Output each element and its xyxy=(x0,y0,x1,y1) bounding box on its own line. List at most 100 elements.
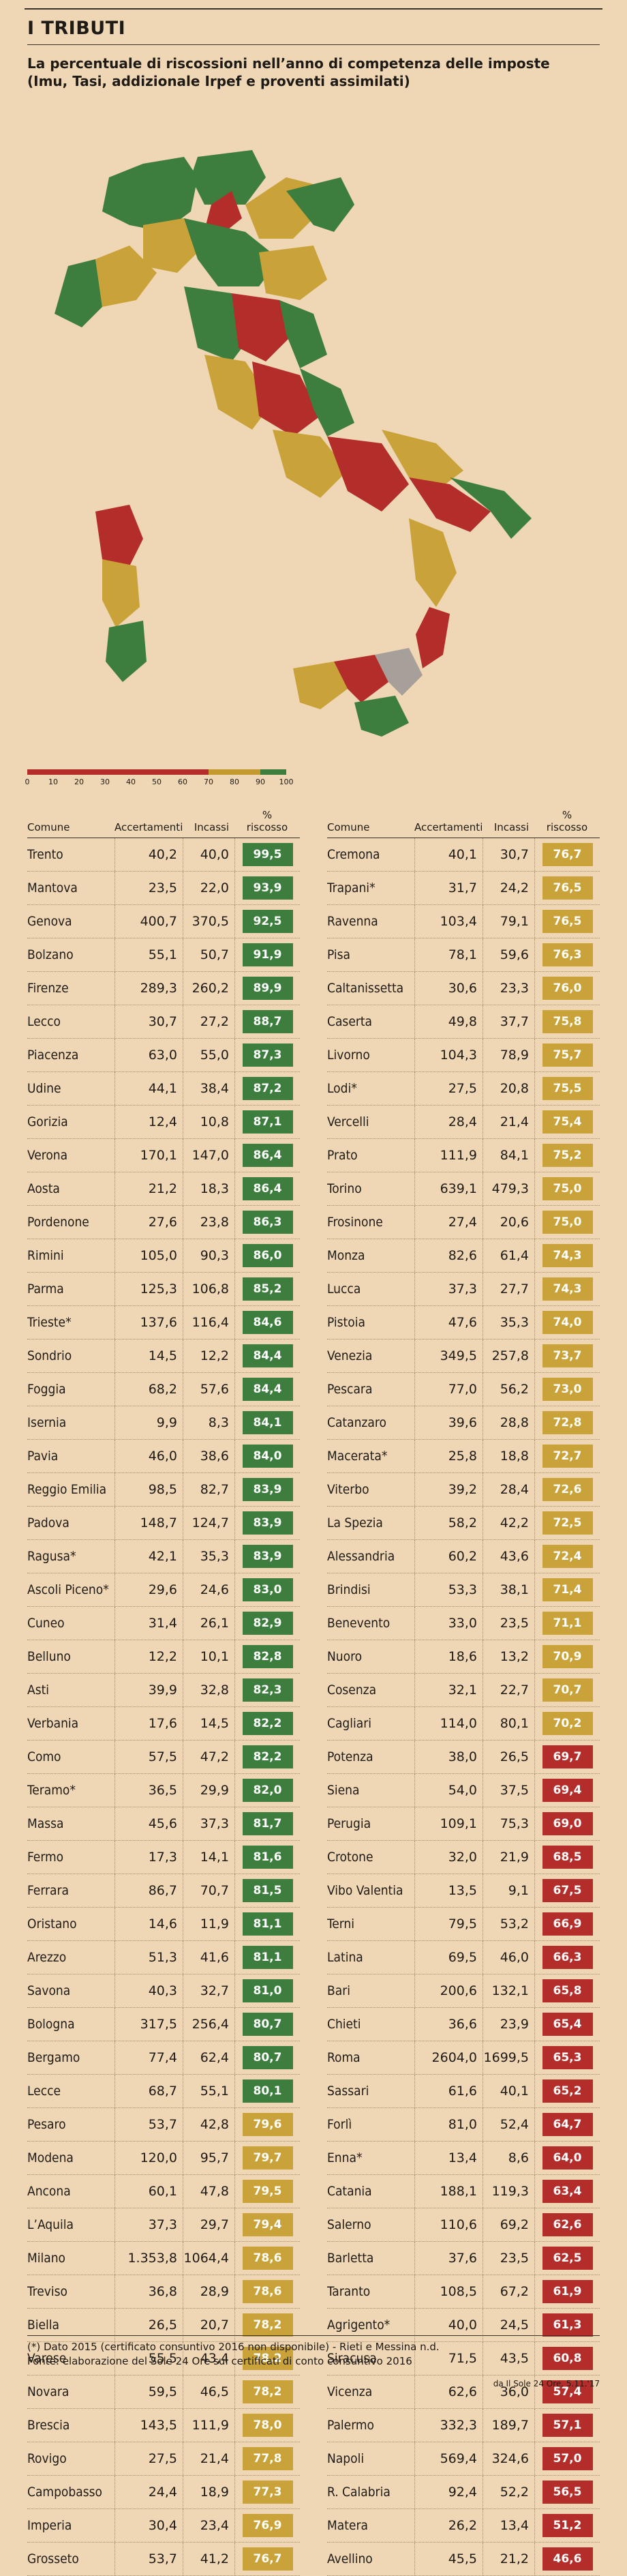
map-region-north xyxy=(184,150,354,300)
table-row: Imperia 30,4 23,4 76,9 xyxy=(27,2509,300,2543)
table-row: Bari 200,6 132,1 65,8 xyxy=(327,1974,600,2008)
riscosso-badge: 68,5 xyxy=(542,1846,593,1869)
cell-incassi: 52,2 xyxy=(483,2476,534,2508)
cell-comune: Rimini xyxy=(27,1248,64,1263)
riscosso-badge: 56,5 xyxy=(542,2481,593,2504)
cell-incassi: 27,2 xyxy=(183,1005,234,1038)
cell-incassi: 47,8 xyxy=(183,2175,234,2208)
table-row: Nuoro 18,6 13,2 70,9 xyxy=(327,1640,600,1674)
riscosso-badge: 66,9 xyxy=(542,1912,593,1936)
cell-riscosso: 86,4 xyxy=(234,1172,300,1205)
cell-comune: Nuoro xyxy=(327,1649,363,1664)
cell-accertamenti: 13,5 xyxy=(414,1874,483,1907)
cell-comune: Enna* xyxy=(327,2150,363,2165)
cell-riscosso: 71,4 xyxy=(534,1573,600,1606)
cell-riscosso: 76,5 xyxy=(534,872,600,904)
cell-riscosso: 64,0 xyxy=(534,2142,600,2174)
cell-comune: Cremona xyxy=(327,847,380,862)
cell-comune: Savona xyxy=(27,1983,71,1998)
riscosso-badge: 74,3 xyxy=(542,1277,593,1301)
table-row: Potenza 38,0 26,5 69,7 xyxy=(327,1741,600,1774)
cell-incassi: 61,4 xyxy=(483,1239,534,1272)
legend-tick: 90 xyxy=(256,778,265,786)
riscosso-badge: 62,5 xyxy=(542,2247,593,2270)
cell-riscosso: 77,8 xyxy=(234,2442,300,2475)
cell-riscosso: 46,6 xyxy=(534,2543,600,2575)
cell-incassi: 11,9 xyxy=(183,1908,234,1940)
cell-riscosso: 76,3 xyxy=(534,938,600,971)
header-accertamenti: Accertamenti xyxy=(414,821,483,833)
cell-accertamenti: 45,6 xyxy=(114,1807,183,1840)
cell-comune: Novara xyxy=(27,2384,70,2399)
cell-incassi: 70,7 xyxy=(183,1874,234,1907)
cell-riscosso: 65,8 xyxy=(534,1974,600,2007)
cell-accertamenti: 59,5 xyxy=(114,2375,183,2408)
cell-incassi: 75,3 xyxy=(483,1807,534,1840)
cell-incassi: 35,3 xyxy=(183,1540,234,1573)
cell-riscosso: 81,7 xyxy=(234,1807,300,1840)
table-row: Ragusa* 42,1 35,3 83,9 xyxy=(27,1540,300,1573)
cell-riscosso: 99,5 xyxy=(234,838,300,871)
cell-incassi: 67,2 xyxy=(483,2275,534,2308)
cell-accertamenti: 114,0 xyxy=(414,1707,483,1740)
cell-riscosso: 70,7 xyxy=(534,1674,600,1706)
cell-riscosso: 64,7 xyxy=(534,2108,600,2141)
cell-accertamenti: 30,4 xyxy=(114,2509,183,2542)
table-row: Cuneo 31,4 26,1 82,9 xyxy=(27,1607,300,1640)
cell-incassi: 43,5 xyxy=(483,2342,534,2375)
cell-comune: Bergamo xyxy=(27,2050,80,2065)
cell-incassi: 20,7 xyxy=(183,2309,234,2341)
cell-incassi: 46,0 xyxy=(483,1941,534,1974)
cell-comune: Massa xyxy=(27,1816,64,1831)
riscosso-badge: 84,0 xyxy=(242,1445,293,1468)
riscosso-badge: 71,1 xyxy=(542,1612,593,1635)
table-row: Sondrio 14,5 12,2 84,4 xyxy=(27,1339,300,1373)
cell-riscosso: 87,3 xyxy=(234,1039,300,1071)
table-row: Siena 54,0 37,5 69,4 xyxy=(327,1774,600,1807)
riscosso-badge: 78,6 xyxy=(242,2247,293,2270)
cell-riscosso: 83,9 xyxy=(234,1473,300,1506)
cell-incassi: 42,8 xyxy=(183,2108,234,2141)
cell-accertamenti: 148,7 xyxy=(114,1507,183,1539)
cell-riscosso: 72,6 xyxy=(534,1473,600,1506)
riscosso-badge: 72,6 xyxy=(542,1478,593,1501)
cell-accertamenti: 2604,0 xyxy=(414,2041,483,2074)
cell-incassi: 18,9 xyxy=(183,2476,234,2508)
riscosso-badge: 78,6 xyxy=(242,2280,293,2303)
header-riscosso: % riscosso xyxy=(234,809,300,833)
cell-comune: Alessandria xyxy=(327,1549,395,1564)
cell-accertamenti: 42,1 xyxy=(114,1540,183,1573)
cell-comune: Matera xyxy=(327,2518,368,2533)
table-row: Pisa 78,1 59,6 76,3 xyxy=(327,938,600,972)
cell-incassi: 257,8 xyxy=(483,1339,534,1372)
cell-incassi: 90,3 xyxy=(183,1239,234,1272)
riscosso-badge: 82,9 xyxy=(242,1612,293,1635)
table-row: Bergamo 77,4 62,4 80,7 xyxy=(27,2041,300,2075)
cell-accertamenti: 14,5 xyxy=(114,1339,183,1372)
cell-accertamenti: 36,6 xyxy=(414,2008,483,2041)
riscosso-badge: 72,7 xyxy=(542,1445,593,1468)
cell-riscosso: 61,9 xyxy=(534,2275,600,2308)
legend-tick: 70 xyxy=(204,778,213,786)
header-riscosso-symbol: % xyxy=(562,809,572,821)
cell-riscosso: 87,1 xyxy=(234,1106,300,1138)
legend-tick: 10 xyxy=(48,778,58,786)
cell-accertamenti: 317,5 xyxy=(114,2008,183,2041)
cell-incassi: 78,9 xyxy=(483,1039,534,1071)
table-row: Alessandria 60,2 43,6 72,4 xyxy=(327,1540,600,1573)
cell-incassi: 370,5 xyxy=(183,905,234,938)
cell-accertamenti: 111,9 xyxy=(414,1139,483,1172)
riscosso-badge: 79,6 xyxy=(242,2113,293,2136)
cell-riscosso: 70,9 xyxy=(534,1640,600,1673)
table-row: Brescia 143,5 111,9 78,0 xyxy=(27,2409,300,2442)
table-row: Oristano 14,6 11,9 81,1 xyxy=(27,1908,300,1941)
cell-incassi: 24,5 xyxy=(483,2309,534,2341)
riscosso-badge: 86,3 xyxy=(242,1211,293,1234)
cell-comune: Reggio Emilia xyxy=(27,1482,107,1497)
legend-tick: 0 xyxy=(25,778,30,786)
cell-riscosso: 79,4 xyxy=(234,2208,300,2241)
cell-incassi: 50,7 xyxy=(183,938,234,971)
cell-comune: Gorizia xyxy=(27,1114,68,1129)
table-row: Benevento 33,0 23,5 71,1 xyxy=(327,1607,600,1640)
map-region-south xyxy=(273,430,532,668)
